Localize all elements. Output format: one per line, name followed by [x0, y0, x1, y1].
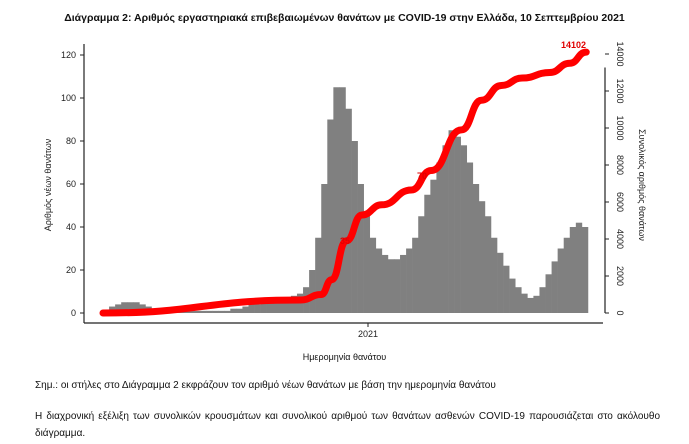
bar: [339, 87, 346, 313]
bar: [563, 237, 571, 313]
bar: [284, 297, 292, 313]
bar: [545, 274, 552, 313]
bar: [533, 295, 540, 313]
axes-layer: 0 20 40 60 80 100 120 0 2000 4000 6000 8000 10000 120…: [61, 41, 625, 339]
bar: [569, 227, 577, 313]
bar: [551, 261, 558, 313]
bar: [236, 308, 243, 313]
bar: [406, 248, 413, 313]
bar: [115, 304, 122, 313]
bar: [357, 184, 364, 313]
bar: [212, 310, 219, 313]
x-tick-label: 2021: [358, 329, 378, 339]
bar: [472, 184, 480, 313]
bar: [187, 310, 195, 313]
y2-tick-label: 8000: [615, 155, 625, 175]
bar: [509, 278, 516, 313]
bar: [503, 265, 510, 313]
bar: [424, 194, 431, 313]
bar: [230, 308, 237, 313]
y-tick-label: 0: [71, 308, 76, 318]
bar: [309, 270, 316, 313]
y-tick-label: 20: [66, 265, 76, 275]
bar: [278, 300, 286, 313]
y-tick-label: 120: [61, 50, 76, 60]
bar: [242, 306, 249, 313]
bar: [193, 310, 201, 313]
bar: [387, 259, 395, 313]
bar: [412, 237, 419, 313]
bar: [442, 145, 449, 313]
bar: [430, 179, 437, 313]
y2-tick-label: 14000: [615, 41, 625, 66]
bar: [199, 310, 207, 313]
bar: [454, 136, 461, 313]
bar: [460, 145, 468, 313]
bar: [266, 302, 274, 313]
bar: [400, 254, 407, 313]
bar: [418, 216, 425, 313]
y-tick-label: 40: [66, 222, 76, 232]
bar: [557, 248, 565, 313]
cumulative-deaths-line: [99, 48, 590, 317]
bar: [466, 162, 474, 313]
y-tick-label: 100: [61, 93, 76, 103]
y2-tick-label: 2000: [615, 266, 625, 286]
body-paragraph: Η διαχρονική εξέλιξη των συνολικών κρουσ…: [35, 411, 660, 439]
y-tick-label: 80: [66, 136, 76, 146]
bar: [321, 184, 328, 313]
bar: [315, 237, 322, 313]
bar: [369, 237, 377, 313]
y-axis-label: Αριθμός νέων θανάτων: [43, 138, 53, 231]
cumulative-line-layer: [99, 48, 590, 317]
bar: [393, 259, 401, 313]
bar: [448, 130, 455, 313]
bar: [224, 310, 231, 313]
bar: [478, 201, 486, 313]
bar: [363, 216, 371, 313]
chart-title: Διάγραμμα 2: Αριθμός εργαστηριακά επιβεβ…: [64, 12, 625, 24]
y2-tick-label: 10000: [615, 115, 625, 140]
bar: [521, 293, 528, 313]
annotation-35: 35: [340, 236, 350, 246]
bar: [575, 222, 583, 313]
bars-layer: [103, 87, 589, 313]
bar: [327, 119, 334, 313]
y2-tick-label: 12000: [615, 78, 625, 103]
y2-tick-label: 4000: [615, 229, 625, 249]
bar: [254, 304, 261, 313]
bar: [121, 302, 128, 313]
bar: [375, 248, 383, 313]
bar: [127, 302, 134, 313]
bar: [515, 287, 522, 313]
bar: [381, 254, 389, 313]
x-axis-label: Ημερομηνία θανάτου: [302, 352, 387, 362]
y-tick-label: 60: [66, 179, 76, 189]
annotation-total: 14102: [561, 40, 586, 50]
y2-tick-label: 6000: [615, 192, 625, 212]
bar: [345, 108, 352, 313]
chart-note: Σημ.: οι στήλες στο Διάγραμμα 2 εκφράζου…: [35, 380, 496, 391]
bar: [527, 297, 534, 313]
bar: [133, 302, 140, 313]
bar: [260, 302, 267, 313]
bar: [497, 252, 504, 313]
bar: [484, 216, 492, 313]
annotation-70: 70: [417, 171, 427, 181]
bar: [539, 287, 546, 313]
bar: [206, 310, 213, 313]
bar: [218, 310, 225, 313]
bar: [436, 162, 443, 313]
bar: [490, 237, 498, 313]
bar: [581, 227, 589, 313]
y2-axis-label: Συνολικός αριθμός θανάτων: [637, 129, 647, 241]
bar: [272, 300, 280, 313]
bar: [290, 295, 298, 313]
bar: [333, 87, 340, 313]
bar: [248, 304, 255, 313]
y2-tick-label: 0: [615, 310, 625, 315]
